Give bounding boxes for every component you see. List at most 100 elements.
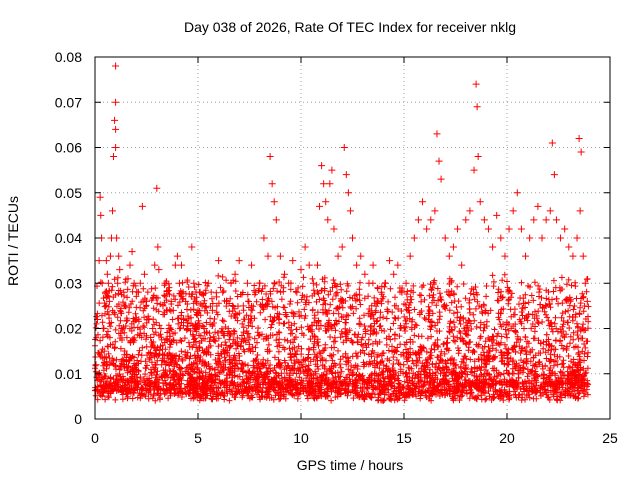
data-point — [349, 234, 356, 242]
data-point — [192, 297, 200, 305]
data-point — [153, 184, 161, 192]
data-point — [252, 288, 260, 296]
data-point — [128, 248, 136, 256]
data-point — [161, 279, 169, 287]
data-point — [116, 266, 124, 274]
data-point — [289, 257, 297, 265]
data-point — [542, 216, 550, 224]
data-point — [171, 261, 179, 269]
data-point — [100, 347, 108, 355]
data-point — [476, 198, 484, 206]
data-point — [175, 279, 183, 287]
data-point — [96, 193, 104, 201]
data-point — [243, 279, 251, 287]
x-tick-label: 5 — [194, 430, 202, 446]
data-point — [550, 171, 558, 179]
data-point — [530, 216, 538, 224]
data-point — [377, 288, 385, 296]
data-point — [320, 180, 328, 188]
y-tick-label: 0.07 — [55, 94, 82, 110]
data-point — [480, 216, 488, 224]
y-tick-label: 0.02 — [55, 321, 82, 337]
data-point — [169, 306, 177, 314]
data-point — [136, 279, 144, 287]
data-point — [122, 302, 130, 310]
data-point — [548, 139, 556, 147]
data-point — [138, 202, 146, 210]
data-point — [223, 297, 231, 305]
data-point — [473, 103, 481, 111]
data-point — [340, 144, 348, 151]
data-point — [190, 279, 198, 287]
data-point — [198, 302, 206, 310]
data-point — [435, 157, 443, 165]
data-point — [427, 216, 435, 224]
data-point — [248, 261, 256, 269]
data-point — [577, 148, 585, 156]
data-point — [390, 270, 398, 278]
data-point — [338, 243, 346, 251]
data-point — [369, 261, 377, 269]
data-point — [513, 189, 521, 197]
data-point — [484, 225, 492, 233]
data-point — [398, 288, 406, 296]
data-point — [313, 261, 321, 269]
data-point — [501, 252, 509, 260]
y-tick-label: 0 — [74, 411, 82, 427]
data-point — [143, 297, 150, 305]
data-point — [285, 279, 293, 287]
data-point — [112, 62, 120, 70]
data-point — [219, 288, 227, 296]
roti-noise-cloud — [92, 271, 592, 404]
data-point — [334, 252, 342, 260]
x-tick-label: 0 — [91, 430, 99, 446]
data-point — [305, 261, 313, 269]
data-point — [458, 261, 466, 269]
data-point — [130, 279, 138, 287]
data-point — [266, 153, 274, 161]
data-points — [92, 62, 591, 369]
data-point — [322, 198, 330, 206]
chart-title: Day 038 of 2026, Rate Of TEC Index for r… — [184, 19, 516, 35]
data-point — [309, 279, 317, 287]
data-point — [470, 166, 478, 174]
data-point — [449, 243, 457, 251]
data-point — [151, 261, 159, 269]
data-point — [155, 266, 163, 274]
data-point — [163, 306, 171, 314]
data-point — [200, 325, 208, 332]
data-point — [394, 261, 402, 269]
data-point — [159, 302, 167, 310]
data-point — [342, 171, 350, 179]
data-point — [474, 153, 482, 161]
data-point — [402, 279, 410, 287]
data-point — [534, 202, 542, 210]
data-point — [361, 270, 369, 278]
data-point — [208, 306, 216, 314]
data-point — [297, 266, 305, 274]
data-point — [270, 198, 278, 206]
data-point — [235, 257, 243, 265]
data-point — [326, 180, 334, 188]
data-point — [565, 243, 573, 251]
data-point — [561, 225, 569, 233]
data-point — [505, 225, 513, 233]
y-tick-label: 0.06 — [55, 140, 82, 156]
data-point — [106, 252, 114, 260]
data-point — [110, 153, 118, 161]
data-point — [419, 198, 427, 206]
data-point — [126, 261, 134, 269]
data-point — [466, 207, 474, 215]
data-point — [538, 234, 546, 242]
data-point — [346, 207, 354, 215]
data-point — [256, 279, 264, 287]
data-point — [97, 211, 105, 219]
data-point — [196, 288, 204, 296]
data-point — [462, 216, 470, 224]
data-point — [182, 297, 190, 305]
data-point — [316, 202, 324, 210]
y-tick-label: 0.05 — [55, 185, 82, 201]
data-point — [134, 288, 142, 296]
data-point — [414, 216, 422, 224]
